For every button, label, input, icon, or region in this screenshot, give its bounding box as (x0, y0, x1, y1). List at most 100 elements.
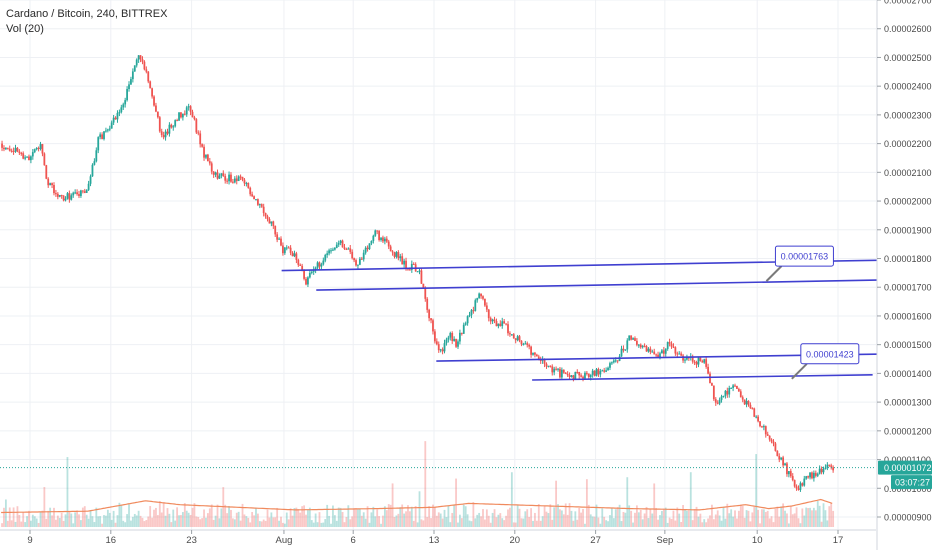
candle-body (206, 154, 209, 162)
candle-body (637, 344, 640, 346)
volume-bar (387, 504, 390, 527)
candle-body (43, 153, 46, 166)
trend-line-lower-channel-bottom[interactable] (532, 374, 873, 381)
candle-body (489, 318, 492, 322)
candle-body (99, 134, 102, 138)
volume-bar (143, 521, 146, 527)
volume-bar (689, 472, 692, 527)
candle-body (497, 323, 500, 327)
price-axis[interactable]: 0.00002700 0.00002600 0.00002500 0.00002400… (876, 0, 932, 550)
volume-bar (124, 522, 127, 527)
candle-body (49, 183, 52, 186)
volume-bar (253, 515, 255, 527)
candle-body (805, 476, 808, 479)
volume-bar (395, 515, 398, 527)
volume-bar (691, 520, 694, 527)
candle-body (255, 199, 257, 201)
volume-bar (560, 510, 563, 527)
candle-body (110, 122, 113, 129)
volume-bar (172, 509, 175, 527)
candle-body (803, 478, 806, 486)
candle-body (262, 206, 265, 214)
candle-body (820, 468, 823, 473)
candle-body (91, 164, 94, 177)
price-tick-label: 0.00002500 (884, 53, 932, 63)
volume-bar (657, 519, 659, 527)
time-axis[interactable]: 9 16 23 Aug 6 13 20 27 Sep 10 17 (0, 529, 876, 546)
volume-bar (530, 508, 532, 527)
candle-body (326, 253, 329, 256)
candle-body (85, 189, 88, 193)
candle-body (507, 324, 509, 334)
candle-body (328, 250, 330, 254)
volume-bar (682, 505, 684, 527)
price-tick-label: 0.00002600 (884, 24, 932, 34)
volume-bar (716, 510, 719, 527)
candle-body (811, 472, 813, 479)
candle-body (564, 372, 567, 374)
volume-bar (97, 516, 100, 527)
candle-body (757, 416, 759, 422)
candle-body (341, 240, 344, 248)
candle-body (634, 338, 636, 341)
candle-body (203, 146, 205, 158)
volume-bar (572, 520, 575, 527)
volume-bar (568, 503, 571, 527)
volume-bar (726, 503, 729, 527)
candle-body (753, 408, 756, 417)
volume-bar (734, 510, 736, 527)
candle-body (185, 107, 188, 115)
candle-body (339, 240, 342, 244)
volume-bar (162, 501, 165, 527)
candle-body (816, 473, 819, 476)
volume-bar (457, 522, 459, 527)
candle-body (624, 349, 627, 351)
candle-body (280, 238, 282, 246)
candle-body (647, 348, 650, 352)
volume-bar (482, 509, 484, 527)
candle-body (18, 151, 21, 153)
volume-bar (512, 522, 515, 527)
candle-body (285, 247, 288, 249)
volume-bar (85, 514, 88, 527)
candle-body (103, 131, 105, 140)
volume-bar (743, 517, 746, 527)
volume-bar (787, 523, 790, 527)
volume-bar (28, 510, 30, 527)
candle-body (659, 353, 661, 358)
volume-bar (214, 515, 217, 527)
volume-bar (187, 512, 190, 527)
candle-body (26, 156, 28, 158)
volume-bar (176, 507, 179, 527)
volume-bar (468, 520, 471, 527)
candle-body (181, 113, 184, 118)
candle-body (33, 149, 36, 153)
volume-bar (776, 506, 779, 527)
callout-box[interactable] (774, 245, 834, 267)
volume-bar (455, 478, 457, 527)
volume-bar (599, 523, 602, 527)
volume-bar (582, 508, 584, 527)
candle-body (155, 105, 157, 112)
candle-body (345, 249, 348, 251)
candle-body (759, 421, 761, 427)
volume-bar (22, 512, 25, 527)
volume-bar (522, 518, 525, 527)
price-callouts[interactable]: 0.00001763 0.00001423 (765, 245, 860, 380)
volume-bar (470, 521, 473, 527)
callout-box[interactable] (800, 343, 860, 365)
trend-line-upper-channel-bottom[interactable] (316, 278, 896, 291)
candle-body (141, 59, 144, 62)
candle-body (741, 397, 744, 400)
volume-bar (199, 519, 202, 527)
volume-bar (464, 506, 467, 527)
candle-body (701, 360, 704, 363)
candle-body (470, 310, 473, 316)
volume-bar (305, 514, 307, 527)
volume-bar (474, 518, 477, 527)
volume-bar (518, 508, 521, 527)
candle-body (282, 245, 284, 254)
volume-bar (728, 513, 731, 527)
candle-body (601, 370, 604, 372)
